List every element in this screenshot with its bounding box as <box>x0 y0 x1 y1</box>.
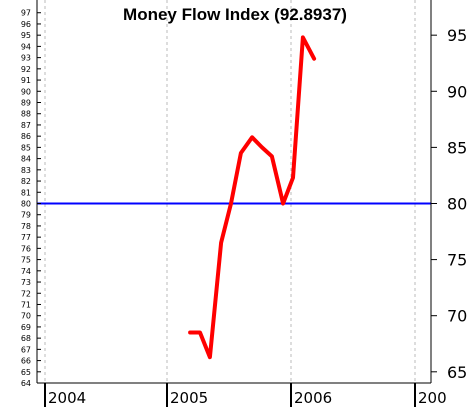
grid <box>44 0 416 383</box>
y-right-tick-label: 75 <box>447 251 467 270</box>
y-left-tick-label: 73 <box>21 278 31 287</box>
x-tick-label: 2005 <box>170 389 208 407</box>
series-group <box>188 35 317 360</box>
y-left-tick-label: 66 <box>21 357 31 366</box>
y-left-tick-label: 65 <box>21 368 31 377</box>
y-right-tick-label: 90 <box>447 82 467 101</box>
y-right-tick-label: 85 <box>447 138 467 157</box>
y-left-tick-label: 70 <box>21 312 31 321</box>
y-left-tick-label: 84 <box>21 155 31 164</box>
y-left-tick-label: 78 <box>21 222 31 231</box>
y-left-tick-label: 81 <box>21 188 31 197</box>
y-left-tick-label: 93 <box>21 54 31 63</box>
y-left-tick-label: 77 <box>21 233 31 242</box>
y-left-tick-label: 87 <box>21 121 31 130</box>
x-tick-label: 2004 <box>48 389 86 407</box>
y-right-tick-label: 65 <box>447 363 467 382</box>
y-right-tick-label: 95 <box>447 26 467 45</box>
chart-title: Money Flow Index (92.8937) <box>123 5 347 24</box>
y-left-tick-label: 68 <box>21 334 31 343</box>
y-left-tick-label: 71 <box>21 300 31 309</box>
y-left-tick-label: 97 <box>21 9 31 18</box>
x-tick-label: 200 <box>418 389 447 407</box>
y-left-tick-label: 64 <box>21 379 31 388</box>
y-left-tick-label: 80 <box>21 199 31 208</box>
y-axis-right-labels: 65 70 75 80 85 90 95 <box>431 26 467 382</box>
y-right-tick-label: 70 <box>447 307 467 326</box>
y-right-tick-label: 80 <box>447 194 467 213</box>
y-left-tick-label: 94 <box>21 42 31 51</box>
y-left-tick-label: 67 <box>21 345 31 354</box>
y-left-tick-label: 89 <box>21 99 31 108</box>
y-axis-left-labels: 64 65 66 67 68 69 70 71 72 73 74 75 76 77 78 79 80 81 82 83… <box>21 9 41 388</box>
axes <box>36 0 432 384</box>
x-tick-label: 2006 <box>294 389 332 407</box>
y-left-tick-label: 91 <box>21 76 31 85</box>
y-left-tick-label: 75 <box>21 256 31 265</box>
y-left-tick-label: 76 <box>21 244 31 253</box>
y-left-tick-label: 88 <box>21 110 31 119</box>
x-axis-labels: 2004 2005 2006 200 <box>44 383 447 407</box>
y-left-tick-label: 82 <box>21 177 31 186</box>
y-left-tick-label: 90 <box>21 87 31 96</box>
y-left-tick-label: 74 <box>21 267 31 276</box>
y-left-tick-label: 79 <box>21 211 31 220</box>
y-left-tick-label: 83 <box>21 166 31 175</box>
y-left-tick-label: 72 <box>21 289 31 298</box>
y-left-tick-label: 85 <box>21 143 31 152</box>
y-left-tick-label: 92 <box>21 65 31 74</box>
y-left-tick-label: 86 <box>21 132 31 141</box>
y-left-tick-label: 96 <box>21 20 31 29</box>
y-left-tick-label: 95 <box>21 31 31 40</box>
y-left-tick-label: 69 <box>21 323 31 332</box>
